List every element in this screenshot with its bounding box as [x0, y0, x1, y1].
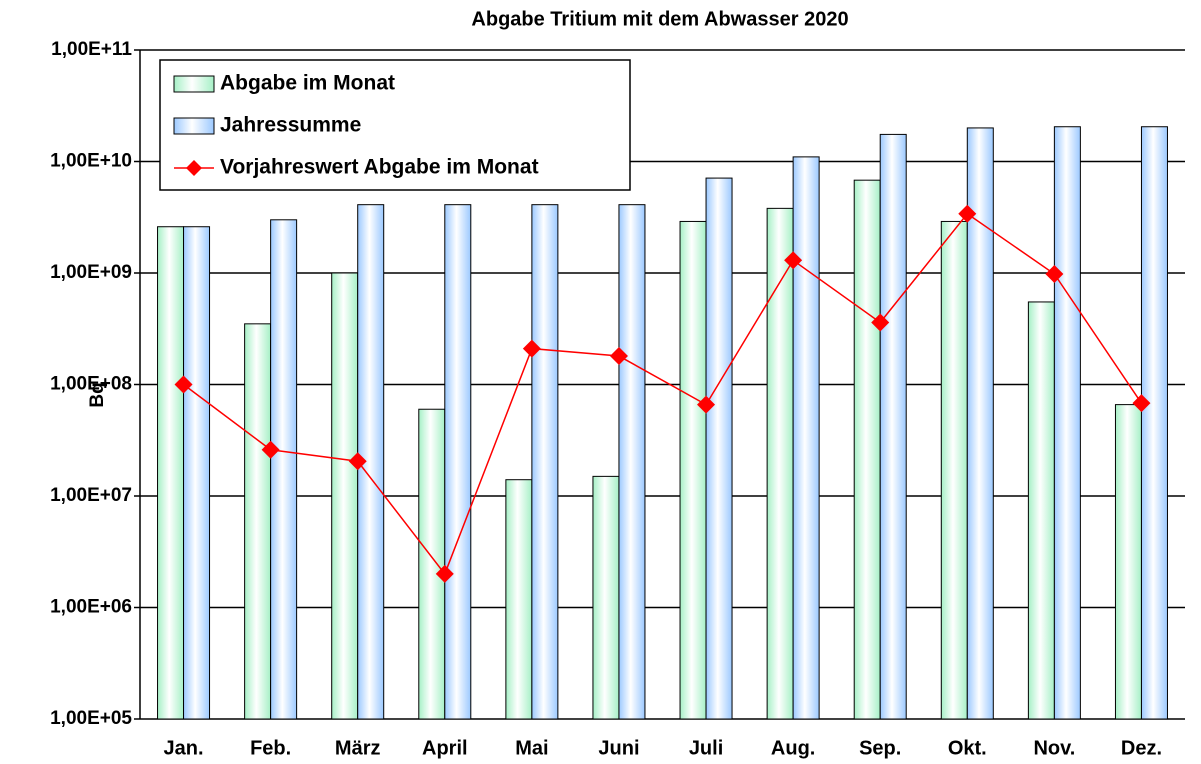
marker [609, 347, 628, 366]
legend-box [159, 59, 631, 191]
bar [244, 323, 272, 720]
legend-swatch [173, 117, 215, 135]
bar [592, 475, 620, 720]
bar [940, 220, 968, 720]
y-tick-label: 1,00E+07 [50, 485, 132, 506]
x-tick-label: Juni [598, 737, 639, 759]
y-tick-label: 1,00E+10 [50, 151, 132, 172]
bar [679, 220, 707, 720]
line [183, 212, 1143, 576]
x-tick-label: Juli [689, 737, 723, 759]
marker [435, 564, 454, 583]
bar [705, 177, 733, 720]
y-tick-label: 1,00E+06 [50, 597, 132, 618]
bar [418, 408, 446, 720]
bar [966, 127, 994, 720]
marker [522, 339, 541, 358]
x-tick-label: Dez. [1121, 737, 1162, 759]
chart-title: Abgabe Tritium mit dem Abwasser 2020 [471, 8, 848, 30]
bar [444, 204, 472, 720]
y-tick-label: 1,00E+05 [50, 708, 132, 729]
bar [792, 156, 820, 720]
x-tick-label: Feb. [250, 737, 291, 759]
bar [357, 204, 385, 720]
bar [879, 133, 907, 720]
bar [505, 479, 533, 720]
bar [766, 207, 794, 720]
legend-marker [186, 160, 202, 176]
y-tick-label: 1,00E+08 [50, 374, 132, 395]
bar [853, 179, 881, 720]
legend-label: Vorjahreswert Abgabe im Monat [220, 156, 539, 179]
bar [1140, 126, 1168, 720]
x-tick-label: März [335, 737, 381, 759]
legend-label: Abgabe im Monat [220, 72, 395, 95]
bar [331, 272, 359, 720]
bar [270, 219, 298, 720]
x-tick-label: Mai [515, 737, 548, 759]
marker [348, 452, 367, 471]
x-tick-label: Aug. [771, 737, 815, 759]
marker [261, 440, 280, 459]
marker [1045, 264, 1064, 283]
bar [1053, 126, 1081, 720]
y-axis-label: Bq [87, 382, 108, 407]
legend-label: Jahressumme [220, 114, 361, 137]
x-tick-label: April [422, 737, 468, 759]
marker [697, 395, 716, 414]
x-tick-label: Okt. [948, 737, 987, 759]
y-tick-label: 1,00E+11 [51, 39, 132, 60]
x-tick-label: Jan. [164, 737, 204, 759]
y-tick-label: 1,00E+09 [50, 262, 132, 283]
bar [618, 204, 646, 720]
legend-swatch [173, 75, 215, 93]
x-tick-label: Sep. [859, 737, 901, 759]
bar [1114, 404, 1142, 720]
bar [1027, 301, 1055, 720]
bar [531, 204, 559, 720]
marker [958, 204, 977, 223]
marker [174, 375, 193, 394]
marker [1132, 394, 1151, 413]
x-tick-label: Nov. [1033, 737, 1075, 759]
marker [871, 313, 890, 332]
bar [183, 226, 211, 720]
marker [784, 251, 803, 270]
bar [157, 226, 185, 720]
